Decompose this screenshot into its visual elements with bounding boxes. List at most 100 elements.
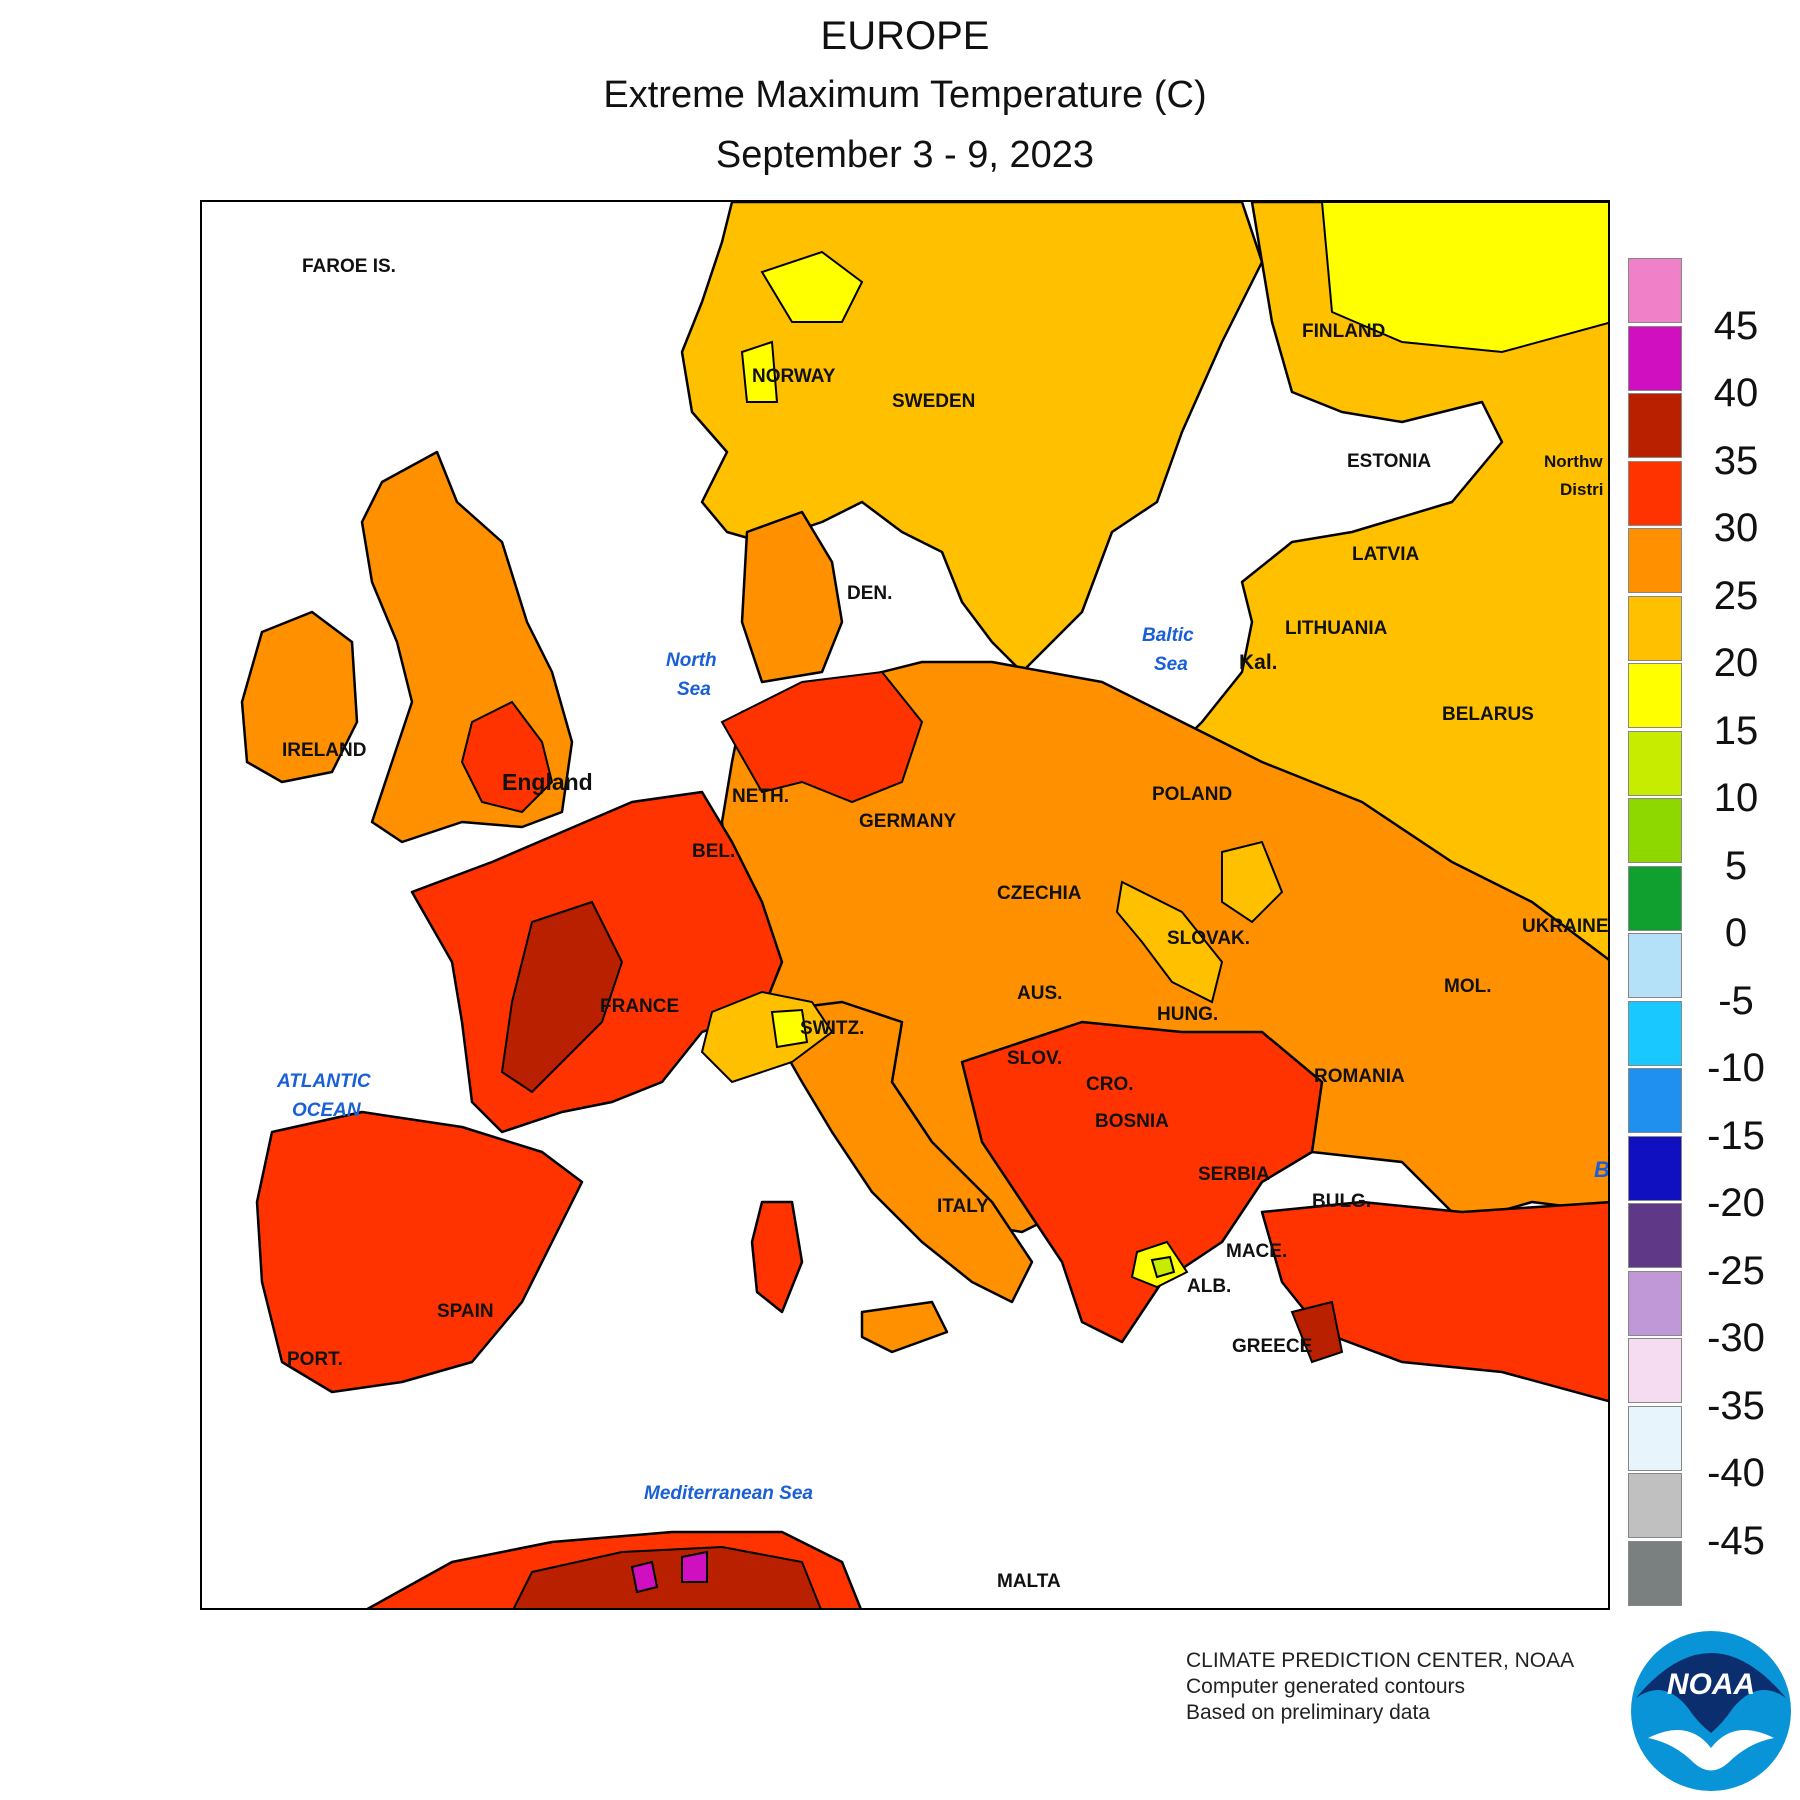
legend-swatch <box>1628 1203 1682 1268</box>
legend-swatch <box>1628 1270 1682 1336</box>
legend-swatch <box>1628 663 1682 728</box>
contour-25-carpathians <box>1115 880 1224 1004</box>
label-belarus: BELARUS <box>1442 704 1534 725</box>
label-norway: NORWAY <box>752 366 836 387</box>
legend-swatch <box>1628 1068 1682 1133</box>
label-estonia: ESTONIA <box>1347 451 1431 472</box>
map-period-title: September 3 - 9, 2023 <box>715 134 1095 176</box>
label-albania: ALB. <box>1187 1276 1231 1297</box>
label-romania: ROMANIA <box>1314 1066 1405 1087</box>
contour-35-africa <box>512 1545 822 1608</box>
legend-tick-label: -30 <box>1707 1316 1765 1360</box>
label-bosnia: BOSNIA <box>1095 1111 1169 1132</box>
legend-swatch <box>1628 1338 1682 1403</box>
legend-swatch <box>1628 1135 1682 1201</box>
label-germany: GERMANY <box>859 811 956 832</box>
label-italy: ITALY <box>937 1196 989 1217</box>
label-bulgaria: BULG. <box>1312 1191 1371 1212</box>
label-atlantic-2: OCEAN <box>292 1100 362 1121</box>
contour-20-norway-b <box>740 340 779 403</box>
label-croatia: CRO. <box>1086 1074 1134 1095</box>
balkans-land <box>960 1020 1324 1344</box>
legend-swatch <box>1628 730 1682 796</box>
contour-35-turkey <box>1290 1300 1344 1364</box>
label-spain: SPAIN <box>437 1301 494 1322</box>
label-ireland: IRELAND <box>282 740 366 761</box>
label-finland: FINLAND <box>1302 321 1385 342</box>
legend-swatch <box>1628 393 1682 458</box>
iberia-land <box>255 1110 584 1394</box>
legend-tick-label: 45 <box>1713 303 1759 348</box>
legend-swatch <box>1628 1000 1682 1066</box>
label-portugal: PORT. <box>287 1349 343 1370</box>
legend-tick-label: -25 <box>1707 1248 1765 1293</box>
legend-swatch <box>1628 1540 1682 1606</box>
label-north-sea-2: Sea <box>677 679 711 700</box>
legend-tick-label: 30 <box>1713 506 1759 550</box>
label-atlantic-1: ATLANTIC <box>276 1071 371 1092</box>
label-greece: GREECE <box>1232 1336 1312 1357</box>
contour-15-bulgaria <box>1150 1255 1176 1279</box>
legend-swatch <box>1628 528 1682 593</box>
credit-line-1: CLIMATE PREDICTION CENTER, NOAA <box>1186 1649 1575 1672</box>
denmark-land <box>740 510 844 684</box>
label-baltic-sea-1: Baltic <box>1142 625 1194 646</box>
legend-tick-label: -10 <box>1707 1046 1765 1090</box>
legend-tick-label: 5 <box>1724 843 1748 888</box>
legend-tick-label: -5 <box>1718 978 1754 1023</box>
color-legend: 45 40 35 30 25 20 15 10 5 0 -5 -10 -15 -20 -25 -30 -35 -4… <box>1628 258 1798 1610</box>
italy-land <box>760 1000 1034 1304</box>
legend-swatch <box>1628 865 1682 931</box>
legend-tick-label: 0 <box>1724 911 1748 955</box>
credit-line-3: Based on preliminary data <box>1186 1701 1430 1724</box>
sardinia-land <box>750 1200 804 1314</box>
credits-block: CLIMATE PREDICTION CENTER, NOAA Computer… <box>1186 1648 1574 1726</box>
label-black-sea-partial: B <box>1594 1157 1610 1182</box>
label-switzerland: SWITZ. <box>800 1018 864 1039</box>
label-slovenia: SLOV. <box>1007 1048 1062 1069</box>
noaa-logo-text: NOAA <box>1667 1668 1755 1701</box>
contour-25-ukraine <box>1221 840 1284 924</box>
temperature-map: FAROE IS. NORWAY SWEDEN FINLAND ESTONIA … <box>200 200 1610 1610</box>
legend-swatch <box>1628 460 1682 526</box>
label-baltic-sea-2: Sea <box>1154 654 1188 675</box>
contour-30-england <box>460 700 554 814</box>
turkey-land <box>1260 1200 1608 1403</box>
contour-35-france <box>500 900 624 1094</box>
label-denmark: DEN. <box>847 583 892 604</box>
label-district: Distri <box>1560 480 1603 499</box>
legend-tick-label: 40 <box>1713 371 1759 415</box>
legend-tick-label: 25 <box>1713 573 1759 618</box>
legend-tick-label: -35 <box>1707 1383 1765 1428</box>
legend-swatch <box>1628 798 1682 863</box>
label-sweden: SWEDEN <box>892 391 975 412</box>
sicily-land <box>860 1300 949 1354</box>
credit-line-2: Computer generated contours <box>1186 1675 1465 1698</box>
label-macedonia: MACE. <box>1226 1241 1287 1262</box>
label-austria: AUS. <box>1017 983 1062 1004</box>
legend-tick-label: -45 <box>1707 1518 1765 1563</box>
contour-20-norway-a <box>760 250 864 323</box>
label-kaliningrad: Kal. <box>1239 651 1278 674</box>
map-region-title: EUROPE <box>820 14 990 58</box>
label-mediterranean-sea: Mediterranean Sea <box>644 1483 813 1504</box>
legend-swatch <box>1628 258 1682 323</box>
label-northwest-district: Northw <box>1544 452 1603 471</box>
label-faroe: FAROE IS. <box>302 256 396 277</box>
label-netherlands: NETH. <box>732 786 789 807</box>
legend-swatch <box>1628 1405 1682 1471</box>
contour-20-russia <box>1320 202 1608 354</box>
label-slovakia: SLOVAK. <box>1167 928 1250 949</box>
legend-tick-label: 35 <box>1713 438 1759 483</box>
contour-30-germany <box>720 670 924 804</box>
label-ukraine: UKRAINE <box>1522 916 1609 937</box>
label-belgium: BEL. <box>692 841 735 862</box>
label-lithuania: LITHUANIA <box>1285 618 1388 639</box>
label-hungary: HUNG. <box>1157 1004 1218 1025</box>
legend-swatch <box>1628 595 1682 661</box>
legend-tick-label: 15 <box>1713 708 1759 753</box>
noaa-logo-icon: NOAA <box>1631 1631 1791 1791</box>
label-latvia: LATVIA <box>1352 544 1419 565</box>
legend-swatch <box>1628 1473 1682 1538</box>
label-moldova: MOL. <box>1444 976 1492 997</box>
